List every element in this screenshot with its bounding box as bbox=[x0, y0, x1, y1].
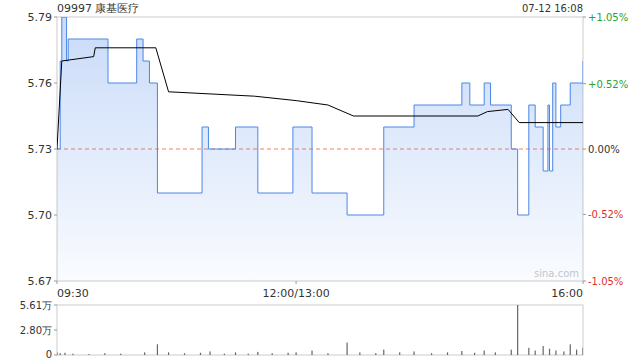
volume-bar bbox=[60, 353, 61, 355]
volume-bar bbox=[413, 351, 414, 355]
y2-tick bbox=[583, 214, 586, 215]
volume-bar bbox=[484, 351, 485, 355]
volume-bar bbox=[431, 353, 432, 355]
volume-bar bbox=[359, 352, 360, 355]
y-tick-label: 5.73 bbox=[28, 143, 53, 156]
volume-bar bbox=[563, 351, 564, 355]
x-tick-label: 09:30 bbox=[57, 287, 89, 300]
volume-bar bbox=[447, 352, 448, 355]
y2-tick-label: +0.52% bbox=[588, 79, 628, 90]
series-group bbox=[57, 17, 583, 281]
volume-bar bbox=[288, 353, 289, 355]
volume-bar bbox=[511, 350, 512, 355]
subtitle: 07-12 16:08 bbox=[522, 3, 583, 14]
y2-tick bbox=[583, 149, 586, 150]
x-tick bbox=[296, 281, 297, 284]
plot-frame bbox=[57, 17, 583, 281]
y-tick bbox=[54, 149, 57, 150]
volume-bar bbox=[200, 353, 201, 355]
volume-bar bbox=[157, 344, 158, 355]
y2-tick-label: -0.52% bbox=[588, 209, 623, 220]
y-tick-label: 5.70 bbox=[28, 209, 53, 222]
volume-bar bbox=[543, 346, 544, 355]
volume-bar bbox=[295, 352, 296, 355]
volume-bar bbox=[555, 351, 556, 355]
volume-bar bbox=[209, 351, 210, 355]
y-tick-label: 5.79 bbox=[28, 11, 53, 24]
volume-bar bbox=[257, 352, 258, 355]
volume-bar bbox=[120, 354, 121, 355]
volume-bar bbox=[235, 352, 236, 355]
volume-bar bbox=[184, 353, 185, 355]
price-area bbox=[57, 17, 583, 281]
volume-bar bbox=[535, 351, 536, 355]
y2-tick-label: +1.05% bbox=[588, 12, 628, 23]
volume-bar bbox=[517, 305, 518, 355]
volume-bar bbox=[461, 351, 462, 355]
volume-tick-label: 0 bbox=[46, 349, 52, 360]
volume-frame bbox=[57, 305, 583, 355]
y2-tick bbox=[583, 17, 586, 18]
volume-bar bbox=[570, 344, 571, 355]
y2-tick-label: -1.05% bbox=[588, 276, 623, 287]
volume-bar bbox=[64, 353, 65, 355]
x-tick-label: 12:00/13:00 bbox=[263, 287, 330, 300]
volume-bar bbox=[495, 352, 496, 355]
y2-tick-label: 0.00% bbox=[588, 144, 620, 155]
volume-tick bbox=[54, 330, 57, 331]
y2-tick bbox=[583, 83, 586, 84]
volume-bar bbox=[72, 354, 73, 355]
volume-bar bbox=[224, 354, 225, 355]
y-tick-label: 5.76 bbox=[28, 77, 53, 90]
average-line bbox=[57, 48, 583, 149]
volume-bar bbox=[311, 351, 312, 355]
x-tick-label: 16:00 bbox=[551, 287, 583, 300]
x-tick bbox=[583, 281, 584, 284]
volume-bar bbox=[383, 350, 384, 355]
y-tick bbox=[54, 17, 57, 18]
volume-bar bbox=[375, 353, 376, 355]
volume-bar bbox=[272, 353, 273, 355]
volume-bar bbox=[327, 353, 328, 355]
chart-root: 09997 康基医疗 07-12 16:08 5.67 5.70 5.73 5.76 5.7… bbox=[0, 0, 640, 360]
volume-bar bbox=[88, 354, 89, 355]
volume-bar bbox=[528, 348, 529, 355]
volume-tick bbox=[54, 305, 57, 306]
volume-bar bbox=[549, 349, 550, 355]
y-tick bbox=[54, 83, 57, 84]
volume-bar bbox=[474, 353, 475, 355]
volume-bar bbox=[346, 343, 347, 355]
volume-tick-label: 2.80万 bbox=[20, 325, 52, 336]
volume-bar bbox=[168, 352, 169, 355]
volume-bar bbox=[57, 352, 58, 355]
volume-group bbox=[57, 305, 583, 355]
y-tick-label: 5.67 bbox=[28, 275, 53, 288]
volume-tick bbox=[54, 355, 57, 356]
title: 09997 康基医疗 bbox=[57, 2, 140, 15]
price-line bbox=[57, 17, 583, 215]
volume-bar bbox=[104, 353, 105, 355]
volume-bar bbox=[399, 352, 400, 355]
x-tick bbox=[57, 281, 58, 284]
volume-bar bbox=[144, 352, 145, 355]
volume-tick-label: 5.61万 bbox=[20, 300, 52, 311]
volume-bar bbox=[248, 354, 249, 355]
volume-bar bbox=[576, 350, 577, 355]
volume-bar bbox=[582, 348, 583, 355]
y-tick bbox=[54, 215, 57, 216]
